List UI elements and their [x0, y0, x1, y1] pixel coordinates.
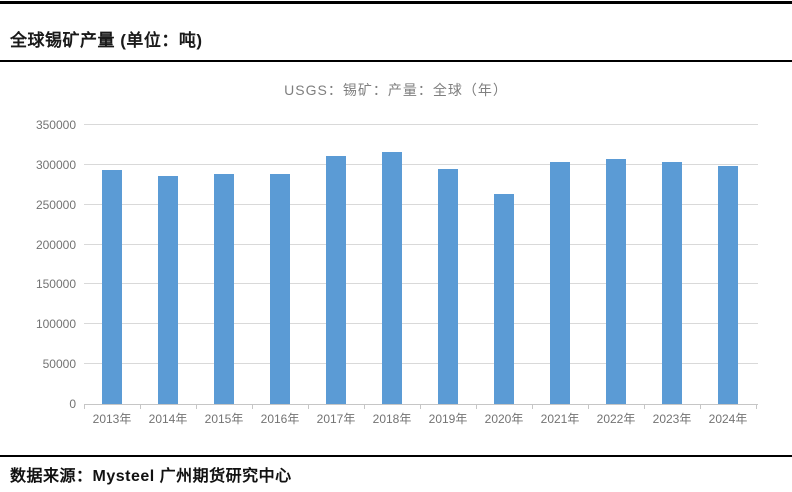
y-axis-tick-label: 300000 — [35, 157, 76, 172]
y-axis-tick-label: 350000 — [35, 118, 76, 132]
bar-2020年 — [494, 194, 514, 404]
bar-2023年 — [662, 161, 682, 404]
bar-2024年 — [718, 165, 738, 404]
y-axis-tick-label: 50000 — [42, 357, 76, 372]
y-axis-tick-label: 200000 — [35, 237, 76, 252]
bar-2017年 — [326, 156, 346, 404]
top-divider — [0, 1, 792, 4]
x-axis-tick — [532, 404, 533, 409]
gridline — [84, 163, 758, 165]
x-axis-tick — [308, 404, 309, 409]
bar-2015年 — [214, 173, 234, 404]
gridline — [84, 363, 758, 365]
bar-2016年 — [270, 173, 290, 404]
x-axis-tick — [364, 404, 365, 409]
gridline — [84, 203, 758, 205]
x-axis-tick — [196, 404, 197, 409]
y-axis-tick-label: 250000 — [35, 197, 76, 212]
x-axis-tick-label: 2018年 — [372, 412, 412, 426]
x-axis-tick — [420, 404, 421, 409]
x-axis-tick-label: 2020年 — [484, 412, 524, 426]
footer-divider — [0, 455, 792, 457]
x-axis-tick — [84, 404, 85, 409]
x-axis-tick — [252, 404, 253, 409]
bar-chart-plot-area — [84, 124, 758, 409]
x-axis-line — [84, 404, 758, 405]
x-axis-tick-label: 2022年 — [596, 412, 636, 426]
gridline — [84, 124, 758, 125]
x-axis-tick-label: 2021年 — [540, 412, 580, 426]
x-axis-tick — [700, 404, 701, 409]
x-axis-tick-label: 2014年 — [148, 412, 188, 426]
y-axis-tick-label: 100000 — [35, 317, 76, 332]
x-axis-tick-label: 2015年 — [204, 412, 244, 426]
page-title: 全球锡矿产量 (单位：吨) — [10, 31, 203, 50]
bar-2019年 — [438, 168, 458, 404]
x-axis-tick-label: 2013年 — [92, 412, 132, 426]
bar-2022年 — [606, 159, 626, 404]
title-divider — [0, 60, 792, 62]
x-axis-tick-label: 2023年 — [652, 412, 692, 426]
bar-2013年 — [102, 170, 122, 404]
x-axis-tick — [644, 404, 645, 409]
data-source-label: 数据来源：Mysteel 广州期货研究中心 — [10, 468, 292, 485]
chart-title: USGS：锡矿：产量：全球（年） — [284, 82, 508, 98]
x-axis-tick — [140, 404, 141, 409]
y-axis-tick-label: 150000 — [35, 277, 76, 292]
x-axis-tick — [476, 404, 477, 409]
x-axis-tick-label: 2016年 — [260, 412, 300, 426]
gridline — [84, 243, 758, 245]
gridline — [84, 283, 758, 285]
bar-2018年 — [382, 152, 402, 404]
bar-2021年 — [550, 161, 570, 404]
x-axis-tick-label: 2024年 — [708, 412, 748, 426]
y-axis-tick-label: 0 — [69, 397, 76, 411]
x-axis-tick-label: 2019年 — [428, 412, 468, 426]
x-axis-tick-label: 2017年 — [316, 412, 356, 426]
x-axis-tick — [756, 404, 757, 409]
gridline — [84, 323, 758, 325]
x-axis-tick — [588, 404, 589, 409]
bar-2014年 — [158, 176, 178, 404]
